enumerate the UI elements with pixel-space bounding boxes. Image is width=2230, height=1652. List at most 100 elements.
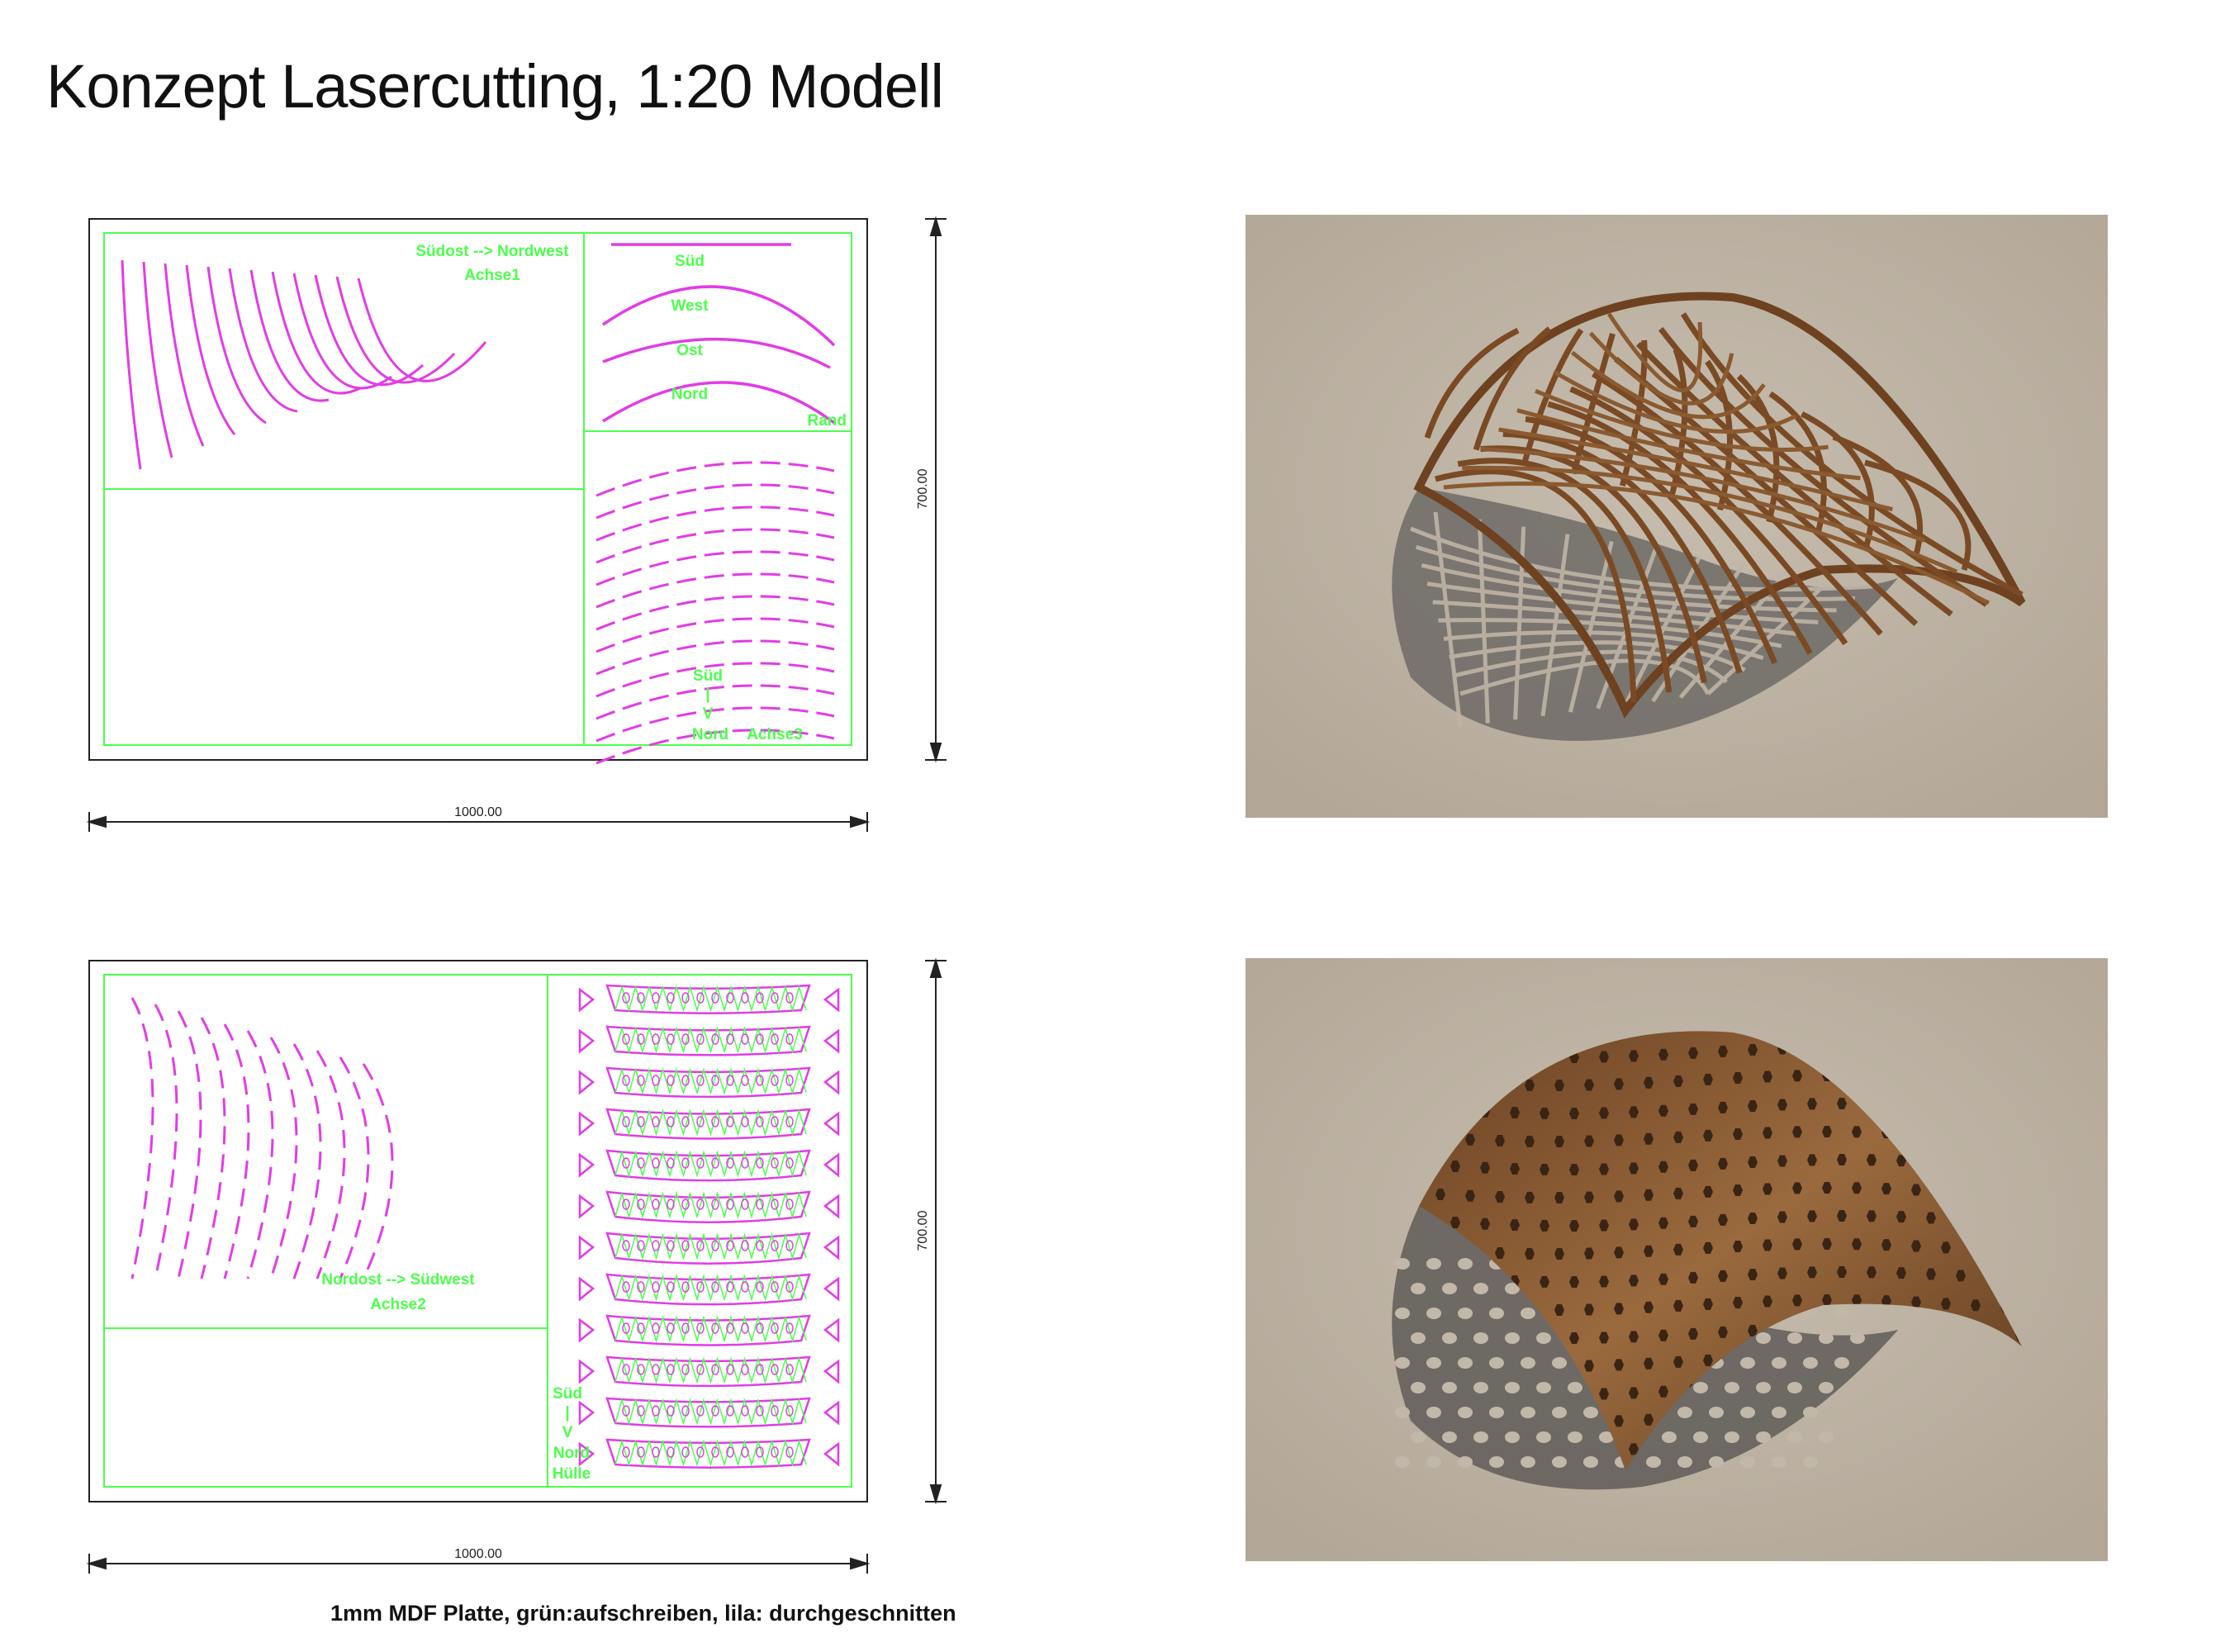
shell-hole — [1852, 1182, 1862, 1194]
huelle-side-tri — [578, 1152, 595, 1178]
shell-hole — [1629, 1050, 1639, 1062]
huelle-side-tri — [578, 1028, 595, 1054]
lattice-diagonal — [1516, 408, 1861, 481]
shell-hole — [1748, 1043, 1758, 1056]
shell-hole — [1956, 1270, 1966, 1282]
huelle-hole — [637, 1364, 645, 1375]
lattice-rib — [1658, 327, 1989, 607]
shell-hole — [1629, 1106, 1639, 1118]
huelle-hole — [667, 1075, 675, 1086]
shadow-hole — [1458, 1357, 1473, 1369]
sheet-frame — [88, 218, 868, 761]
shell-hole — [1540, 1163, 1549, 1175]
shell-hole — [1837, 1098, 1847, 1110]
huelle-hole — [741, 1364, 749, 1375]
shell-hole — [1852, 1238, 1862, 1251]
shadow-hole — [1756, 1332, 1771, 1344]
huelle-hole — [785, 1446, 794, 1458]
achse2-rib — [316, 1050, 346, 1279]
huelle-hole — [667, 1281, 675, 1293]
shadow-hole — [1521, 1357, 1535, 1369]
achse3-rib — [595, 684, 835, 720]
shell-hole — [1540, 1107, 1549, 1119]
huelle-hole — [785, 1322, 794, 1334]
footer-note: 1mm MDF Platte, grün:aufschreiben, lila:… — [330, 1601, 956, 1626]
huelle-hole — [696, 1405, 705, 1417]
shadow-hole — [1693, 1431, 1708, 1443]
shell-hole — [1881, 1183, 1891, 1195]
shell-hole — [1792, 1182, 1802, 1194]
shell-hole — [1525, 1135, 1535, 1147]
huelle-hole — [652, 1364, 660, 1375]
huelle-pattern — [614, 1067, 807, 1095]
shadow-hole — [1740, 1407, 1755, 1418]
shadow-hole — [1677, 1407, 1692, 1418]
huelle-hole — [622, 1240, 630, 1251]
huelle-hole — [771, 1240, 779, 1251]
huelle-hole — [652, 1199, 660, 1210]
shell-hole — [1569, 1219, 1579, 1232]
achse2-rib — [200, 1017, 226, 1279]
shadow-hole — [1489, 1456, 1504, 1468]
shell-hole — [1763, 1070, 1772, 1083]
shell-hole — [1480, 1161, 1490, 1174]
huelle-side-tri — [578, 1194, 595, 1219]
shadow-hole — [1552, 1456, 1567, 1468]
achse1-rib — [314, 274, 425, 387]
shadow-hole — [1489, 1308, 1504, 1319]
shadow-hole — [1772, 1456, 1786, 1468]
shell-hole — [1763, 1183, 1772, 1195]
huelle-hole — [785, 1364, 794, 1375]
shell-hole — [1688, 1271, 1698, 1284]
shell-hole — [1584, 1079, 1594, 1091]
huelle-hole — [741, 1446, 749, 1458]
huelle-hole — [771, 1199, 779, 1210]
shell-hole — [1510, 1219, 1520, 1232]
achse1-rib — [335, 276, 456, 384]
huelle-pattern — [614, 1439, 807, 1467]
lattice-diagonal — [1443, 482, 1990, 605]
huelle-hole — [726, 1281, 734, 1293]
achse3-rib — [595, 639, 835, 676]
huelle-hole — [711, 992, 719, 1004]
achse3-rib — [595, 617, 835, 653]
achse2-rib — [154, 1004, 178, 1279]
shell-hole — [1554, 1247, 1564, 1260]
shell-surface — [1419, 1031, 2022, 1470]
lattice-rib — [1525, 415, 1778, 665]
achse3-rib — [595, 572, 835, 609]
lattice-diagonal — [1480, 446, 1926, 543]
huelle-hole — [726, 1075, 734, 1086]
shell-hole — [1867, 1210, 1877, 1222]
shell-hole — [1599, 1107, 1609, 1119]
shell-hole — [1599, 1051, 1609, 1063]
huelle-hole — [756, 1199, 764, 1210]
shadow-hole — [1803, 1407, 1818, 1418]
shell-hole — [1629, 1387, 1639, 1399]
shell-hole — [1837, 1154, 1847, 1166]
shell-hole — [1658, 1104, 1668, 1117]
huelle-pattern — [614, 1191, 807, 1219]
shadow-hole — [1646, 1456, 1661, 1468]
huelle-hole — [667, 1116, 675, 1127]
huelle-hole — [622, 1199, 630, 1210]
huelle-hole — [785, 1405, 794, 1417]
engrave-frame — [103, 974, 852, 1488]
huelle-hole — [771, 1446, 779, 1458]
shell-hole — [1629, 1218, 1639, 1231]
huelle-pattern — [614, 1150, 807, 1178]
huelle-hole — [726, 1157, 734, 1169]
huelle-hole — [652, 1116, 660, 1127]
huelle-hole — [637, 1116, 645, 1127]
shadow-hole — [1725, 1431, 1739, 1443]
shell-hole — [1777, 1099, 1787, 1111]
huelle-hole — [637, 1157, 645, 1169]
huelle-hole — [681, 1446, 690, 1458]
lattice-rib — [1424, 327, 1520, 439]
huelle-hole — [756, 1075, 764, 1086]
cut-sheet-2: Nordost --> Südwest Achse2 Süd | V Nord … — [86, 957, 947, 1574]
huelle-side-tri — [823, 987, 840, 1013]
shadow-hole — [1426, 1357, 1441, 1369]
page-title: Konzept Lasercutting, 1:20 Modell — [46, 52, 944, 121]
shell-hole — [1703, 1185, 1713, 1198]
